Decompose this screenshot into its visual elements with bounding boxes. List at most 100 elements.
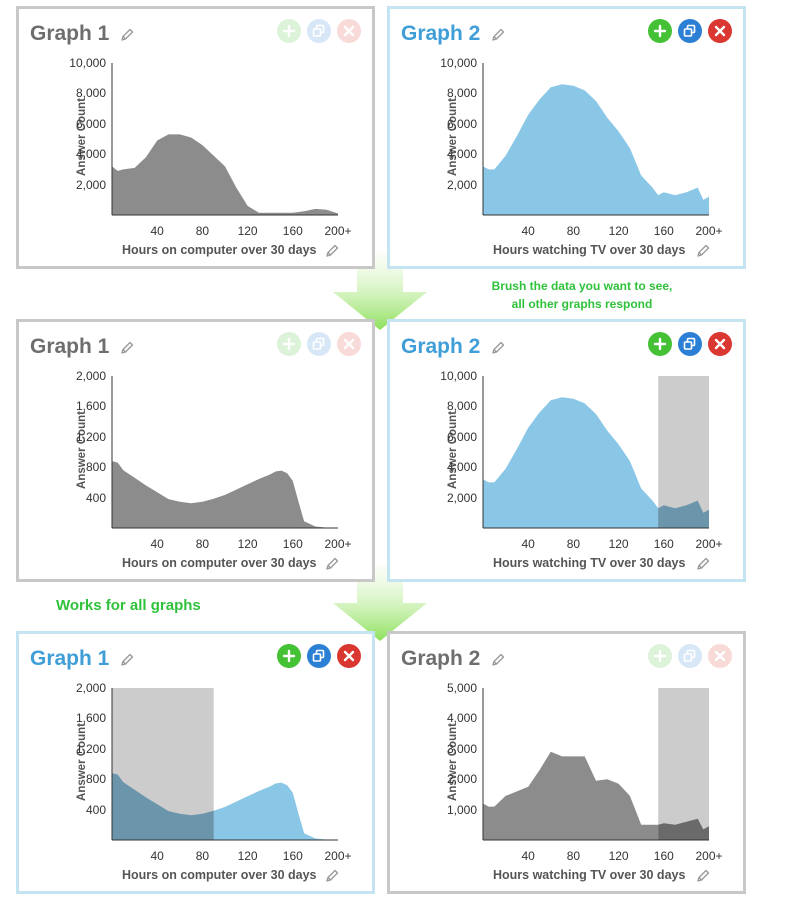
r1-graph2-x-tick: 200+ xyxy=(695,224,723,238)
r1-graph1-duplicate-button[interactable] xyxy=(307,19,331,43)
r1-graph2-title-edit[interactable] xyxy=(490,27,506,48)
r3-graph1-x-axis-label: Hours on computer over 30 days xyxy=(122,868,317,882)
r3-graph1-add-button[interactable] xyxy=(277,644,301,668)
r2-graph1-close-button[interactable] xyxy=(337,332,361,356)
duplicate-icon xyxy=(312,337,325,350)
r1-graph2-y-tick: 8,000 xyxy=(446,86,477,101)
pencil-icon[interactable] xyxy=(695,868,711,884)
r2-graph1-y-tick: 1,200 xyxy=(75,429,106,444)
r2-graph2-add-button[interactable] xyxy=(648,332,672,356)
r1-graph1-area-chart[interactable] xyxy=(111,63,339,217)
pencil-icon[interactable] xyxy=(695,243,711,259)
r1-graph2-title: Graph 2 xyxy=(401,22,481,45)
area-series xyxy=(483,84,709,215)
brush-instruction-note: Brush the data you want to see, all othe… xyxy=(462,277,702,313)
r3-graph1-x-tick: 40 xyxy=(150,849,164,863)
r1-graph2-x-tick: 120 xyxy=(608,224,629,238)
r1-graph2-close-button[interactable] xyxy=(708,19,732,43)
r1-graph2-area-chart[interactable] xyxy=(482,63,710,217)
r3-graph2-duplicate-button[interactable] xyxy=(678,644,702,668)
pencil-icon[interactable] xyxy=(490,340,506,356)
r2-graph2-axis-edit[interactable] xyxy=(695,556,711,577)
brush-note-line-2: all other graphs respond xyxy=(511,297,653,311)
pencil-icon[interactable] xyxy=(324,243,340,259)
pencil-icon[interactable] xyxy=(490,652,506,668)
pencil-icon[interactable] xyxy=(119,340,135,356)
r3-graph2-close-button[interactable] xyxy=(708,644,732,668)
pencil-icon[interactable] xyxy=(119,652,135,668)
r3-graph1-panel: Graph 1 Answer Count 2,000 1,600 1,200 800 400… xyxy=(16,631,375,894)
r3-graph2-title-edit[interactable] xyxy=(490,652,506,673)
r3-graph2-y-tick: 3,000 xyxy=(446,741,477,756)
pencil-icon[interactable] xyxy=(490,27,506,43)
r3-graph1-title-edit[interactable] xyxy=(119,652,135,673)
r3-graph2-area-chart[interactable] xyxy=(482,688,710,842)
r1-graph1-y-tick: 10,000 xyxy=(69,56,106,70)
r1-graph2-axis-edit[interactable] xyxy=(695,243,711,264)
r3-graph1-x-tick: 200+ xyxy=(324,849,352,863)
r2-graph2-y-tick: 10,000 xyxy=(440,369,477,383)
r2-graph1-title-edit[interactable] xyxy=(119,340,135,361)
r2-graph1-x-tick: 120 xyxy=(237,537,258,551)
r2-graph2-x-tick: 160 xyxy=(653,537,674,551)
pencil-icon[interactable] xyxy=(324,556,340,572)
r3-graph2-panel: Graph 2 Answer Count 5,000 4,000 3,000 2,000 1… xyxy=(387,631,746,894)
r1-graph2-add-button[interactable] xyxy=(648,19,672,43)
r3-graph1-y-tick: 1,200 xyxy=(75,741,106,756)
r1-graph1-title-edit[interactable] xyxy=(119,27,135,48)
r2-graph1-x-tick: 160 xyxy=(282,537,303,551)
r1-graph1-y-tick: 2,000 xyxy=(75,177,106,192)
r2-graph2-x-tick: 40 xyxy=(521,537,535,551)
r1-graph2-x-tick: 80 xyxy=(566,224,581,238)
brush-selection[interactable] xyxy=(658,376,709,528)
r3-graph1-x-tick: 120 xyxy=(237,849,258,863)
r2-graph2-x-tick: 120 xyxy=(608,537,629,551)
brush-selection[interactable] xyxy=(658,688,709,840)
r3-graph1-area-chart[interactable] xyxy=(111,688,339,842)
r1-graph1-close-button[interactable] xyxy=(337,19,361,43)
pencil-icon[interactable] xyxy=(119,27,135,43)
plus-icon xyxy=(282,24,296,38)
r2-graph2-title-edit[interactable] xyxy=(490,340,506,361)
r3-graph2-axis-edit[interactable] xyxy=(695,868,711,889)
r2-graph2-close-button[interactable] xyxy=(708,332,732,356)
r1-graph1-axis-edit[interactable] xyxy=(324,243,340,264)
close-icon xyxy=(714,25,726,37)
r1-graph1-y-tick: 8,000 xyxy=(75,86,106,101)
r1-graph2-duplicate-button[interactable] xyxy=(678,19,702,43)
r2-graph2-duplicate-button[interactable] xyxy=(678,332,702,356)
r2-graph1-y-tick: 800 xyxy=(85,460,106,475)
r2-graph1-title: Graph 1 xyxy=(30,335,110,358)
r3-graph2-add-button[interactable] xyxy=(648,644,672,668)
r2-graph1-duplicate-button[interactable] xyxy=(307,332,331,356)
r3-graph2-x-tick: 200+ xyxy=(695,849,723,863)
r2-graph1-axis-edit[interactable] xyxy=(324,556,340,577)
duplicate-icon xyxy=(312,24,325,37)
r1-graph1-add-button[interactable] xyxy=(277,19,301,43)
duplicate-icon xyxy=(683,337,696,350)
r2-graph2-y-tick: 8,000 xyxy=(446,399,477,414)
r2-graph2-area-chart[interactable] xyxy=(482,376,710,530)
r3-graph2-y-tick: 1,000 xyxy=(446,802,477,817)
pencil-icon[interactable] xyxy=(324,868,340,884)
r2-graph1-y-tick: 400 xyxy=(85,490,106,505)
r3-graph2-x-tick: 120 xyxy=(608,849,629,863)
duplicate-icon xyxy=(683,649,696,662)
r3-graph1-duplicate-button[interactable] xyxy=(307,644,331,668)
r2-graph1-area-chart[interactable] xyxy=(111,376,339,530)
r2-graph1-y-axis-label: Answer Count xyxy=(76,411,88,489)
plus-icon xyxy=(653,24,667,38)
r3-graph1-y-tick: 400 xyxy=(85,802,106,817)
pencil-icon[interactable] xyxy=(695,556,711,572)
r3-graph1-axis-edit[interactable] xyxy=(324,868,340,889)
r1-graph1-y-tick: 6,000 xyxy=(75,116,106,131)
r2-graph2-panel: Graph 2 Answer Count 10,000 8,000 6,000 4,000… xyxy=(387,319,746,582)
duplicate-icon xyxy=(683,24,696,37)
plus-icon xyxy=(282,649,296,663)
down-arrow-1 xyxy=(333,252,427,330)
r2-graph2-y-tick: 4,000 xyxy=(446,460,477,475)
r2-graph1-add-button[interactable] xyxy=(277,332,301,356)
r3-graph1-close-button[interactable] xyxy=(337,644,361,668)
r2-graph1-y-tick: 2,000 xyxy=(75,369,106,383)
plus-icon xyxy=(653,337,667,351)
